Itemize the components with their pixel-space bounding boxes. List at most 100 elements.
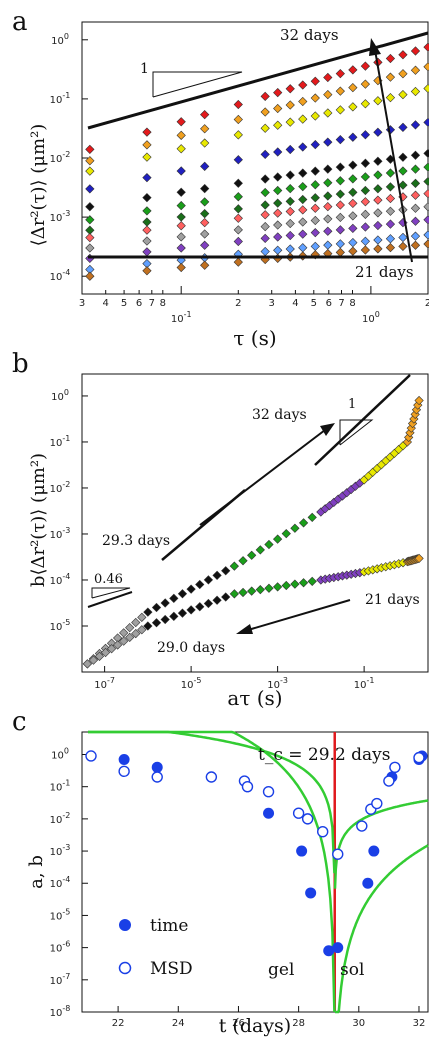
panel-b-point — [281, 529, 291, 539]
panel-c-ylabel: a, b — [26, 855, 47, 889]
panel-a-point — [373, 208, 383, 218]
panel-a-point — [398, 152, 408, 162]
panel-a-xtick-minor-label: 3 — [269, 298, 275, 309]
panel-a-point — [410, 65, 421, 75]
panel-a-point — [233, 114, 243, 125]
panel-c-fit-sol-lower — [335, 844, 429, 1014]
panel-a-point — [310, 76, 320, 86]
panel-a-point — [385, 182, 396, 192]
panel-a-point — [260, 174, 270, 184]
panel-a-point — [176, 262, 186, 273]
panel-a-point — [285, 230, 295, 241]
panel-a-point — [423, 176, 429, 187]
panel-a-point — [142, 247, 152, 257]
panel-b-point — [131, 628, 141, 639]
panel-c-msd-point — [118, 765, 130, 778]
panel-a-point — [85, 243, 95, 253]
panel-c-ytick-label: 10-3 — [50, 843, 71, 858]
panel-a-point — [298, 142, 308, 152]
panel-a-point — [410, 120, 421, 130]
panel-a-point — [260, 233, 270, 244]
panel-a-point — [348, 174, 358, 184]
panel-a-point — [85, 144, 95, 154]
panel-c-xtick-label: 30 — [352, 1018, 365, 1029]
panel-a-point — [285, 170, 295, 180]
panel-a-point — [348, 237, 358, 248]
panel-c-time-point — [118, 753, 130, 765]
panel-b-point — [255, 545, 265, 555]
panel-a-ytick-label: 100 — [51, 32, 69, 47]
panel-a-point — [335, 176, 345, 186]
panel-a-point — [310, 180, 320, 190]
panel-a-point — [335, 200, 345, 210]
panel-a-point — [398, 232, 408, 243]
panel-a-xtick-minor-label: 6 — [136, 298, 142, 309]
panel-a-point — [285, 183, 295, 194]
panel-a-point — [273, 220, 283, 230]
panel-a-point — [323, 202, 333, 212]
panel-a-point — [348, 82, 358, 93]
panel-a-point — [298, 194, 308, 205]
panel-b-point — [186, 605, 196, 615]
panel-a-points — [85, 42, 429, 281]
panel-b-point — [290, 579, 300, 589]
panel-a-point — [323, 178, 333, 188]
panel-a-point — [348, 223, 358, 234]
panel-a-point — [142, 140, 152, 150]
panel-a-point — [200, 124, 210, 134]
panel-a-point — [85, 184, 95, 194]
panel-a-ytick-label: 10-2 — [50, 150, 71, 165]
panel-a-point — [310, 139, 320, 150]
panel-a-point — [360, 197, 371, 207]
panel-b-point — [131, 617, 141, 628]
panel-c-msd-point — [316, 825, 329, 838]
panel-a-xtick-minor-label: 8 — [349, 298, 355, 309]
panel-a-point — [260, 221, 270, 232]
panel-a-point — [323, 89, 333, 100]
panel-b-point — [169, 593, 179, 603]
panel-a-point — [233, 257, 243, 267]
panel-a-point — [233, 192, 243, 202]
panel-a-point — [142, 225, 152, 235]
legend-time-label: time — [150, 916, 188, 936]
panel-c-fit-sol-upper — [333, 799, 429, 889]
panel-c-time-point — [362, 877, 374, 889]
panel-a-point — [398, 122, 408, 132]
panel-a-arrow — [374, 49, 413, 263]
panel-a-point — [200, 218, 210, 228]
panel-b-point — [113, 640, 123, 650]
panel-a-point — [348, 211, 358, 221]
panel-c-ytick-label: 100 — [51, 746, 69, 761]
panel-a-point — [273, 172, 283, 182]
panel-a-point — [398, 69, 408, 79]
panel-a-point — [310, 203, 320, 213]
panel-a-point — [373, 170, 383, 180]
panel-b-point — [88, 655, 99, 665]
panel-b-line-046 — [87, 591, 133, 608]
panel-c-fit-gel-lower — [88, 730, 336, 1013]
panel-a-point — [85, 215, 95, 225]
panel-a-point — [260, 91, 270, 102]
panel-c-msd-point — [301, 813, 314, 825]
panel-a-point — [335, 225, 345, 235]
panel-c-msd-point — [332, 848, 344, 860]
panel-a-point — [176, 221, 186, 231]
panel-a-point — [298, 168, 308, 178]
panel-a-ytick-label: 10-1 — [50, 91, 71, 106]
panel-a-point — [373, 184, 383, 194]
panel-a-point — [200, 138, 210, 148]
panel-b-point — [414, 395, 424, 406]
panel-a-point — [273, 208, 283, 218]
panel-a-point — [398, 241, 408, 252]
panel-a-point — [423, 42, 429, 52]
panel-b-point — [298, 518, 309, 528]
panel-a-point — [260, 246, 270, 257]
panel-c-msd-point — [356, 820, 368, 832]
panel-a-point — [385, 53, 396, 64]
panel-a-point — [273, 245, 283, 255]
panel-a-xtick-minor-label: 8 — [160, 298, 166, 309]
panel-b-point — [290, 523, 300, 533]
panel-a-point — [360, 222, 371, 232]
panel-a-point — [142, 206, 152, 216]
panel-a-point — [298, 96, 308, 107]
